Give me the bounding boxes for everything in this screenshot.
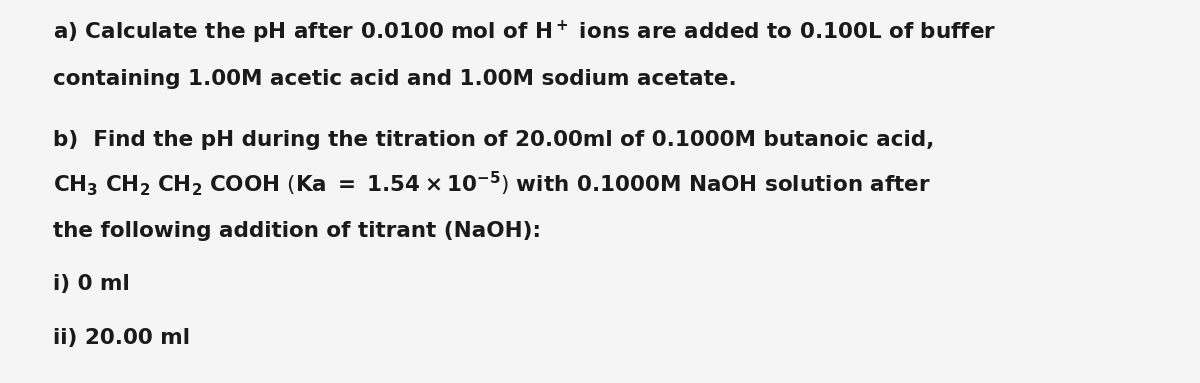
Text: i) 0 ml: i) 0 ml [53, 274, 130, 295]
Text: b)  Find the pH during the titration of 20.00ml of 0.1000M butanoic acid,: b) Find the pH during the titration of 2… [53, 130, 934, 150]
Text: the following addition of titrant (NaOH):: the following addition of titrant (NaOH)… [53, 221, 541, 241]
Text: a) Calculate the pH after 0.0100 mol of $\mathregular{H^+}$ ions are added to 0.: a) Calculate the pH after 0.0100 mol of … [53, 19, 996, 46]
Text: $\mathregular{CH_3\ CH_2\ CH_2\ COOH}$ $\left(\mathregular{Ka\ =\ 1.54 \times 10: $\mathregular{CH_3\ CH_2\ CH_2\ COOH}$ $… [53, 169, 931, 198]
Text: ii) 20.00 ml: ii) 20.00 ml [53, 327, 190, 348]
Text: containing 1.00M acetic acid and 1.00M sodium acetate.: containing 1.00M acetic acid and 1.00M s… [53, 69, 737, 89]
